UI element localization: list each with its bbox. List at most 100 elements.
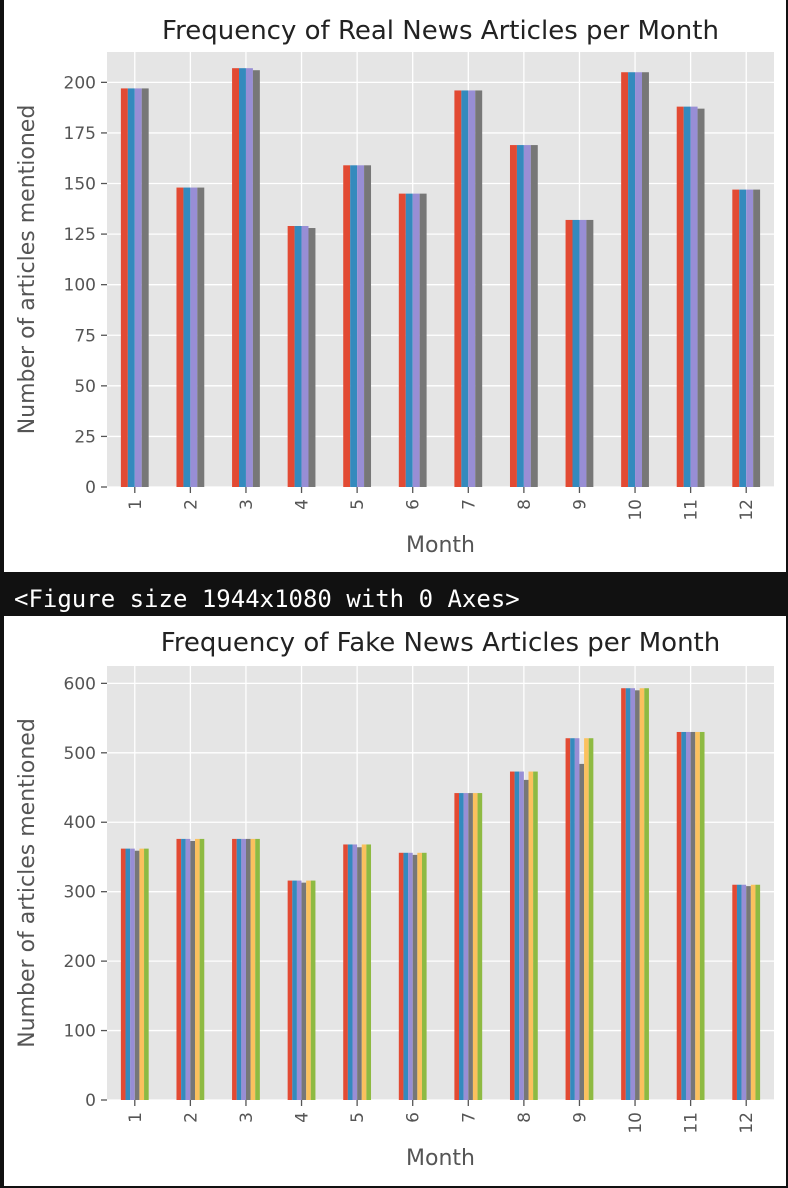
fake-bar bbox=[695, 731, 700, 1100]
fake-bar bbox=[190, 840, 196, 1100]
fake-bar bbox=[130, 848, 135, 1100]
fake-y-tick-label: 600 bbox=[64, 674, 96, 694]
fake-bar bbox=[398, 852, 404, 1100]
real-bar bbox=[419, 193, 427, 487]
fake-y-tick-label: 200 bbox=[64, 952, 96, 972]
real-x-tick-label: 9 bbox=[570, 499, 590, 510]
fake-bar bbox=[199, 838, 205, 1100]
fake-bar bbox=[352, 844, 358, 1100]
fake-bar bbox=[255, 838, 260, 1100]
fake-bar bbox=[699, 731, 705, 1100]
fake-bar bbox=[579, 763, 585, 1100]
real-x-tick-label: 12 bbox=[737, 499, 757, 521]
real-bar bbox=[739, 189, 747, 487]
fake-bar bbox=[459, 793, 464, 1100]
real-y-tick-label: 150 bbox=[64, 175, 96, 195]
real-bar bbox=[565, 219, 573, 487]
real-bar bbox=[245, 68, 253, 488]
real-bar bbox=[141, 88, 149, 487]
fake-x-tick-label: 1 bbox=[126, 1112, 146, 1123]
fake-bar bbox=[185, 838, 191, 1100]
fake-bar bbox=[176, 838, 182, 1100]
real-bar bbox=[197, 187, 205, 487]
fake-bar bbox=[292, 880, 297, 1100]
fake-bar bbox=[732, 884, 737, 1100]
real-y-tick-label: 100 bbox=[64, 276, 96, 296]
real-bar bbox=[120, 88, 128, 487]
fake-y-tick-label: 300 bbox=[64, 883, 96, 903]
real-chart-title: Frequency of Real News Articles per Mont… bbox=[162, 16, 719, 46]
real-x-tick-label: 5 bbox=[348, 499, 368, 510]
real-bar bbox=[405, 193, 413, 487]
real-bar bbox=[176, 187, 184, 487]
fake-bar bbox=[635, 690, 640, 1100]
real-bar bbox=[690, 106, 698, 488]
fake-bar bbox=[523, 779, 529, 1100]
real-bar bbox=[357, 165, 365, 488]
real-bar bbox=[523, 145, 531, 487]
fake-y-tick-label: 100 bbox=[64, 1022, 96, 1042]
fake-bar bbox=[750, 884, 756, 1100]
fake-bar bbox=[621, 688, 626, 1100]
fake-bar bbox=[412, 854, 418, 1100]
fake-x-tick-label: 4 bbox=[293, 1112, 313, 1123]
fake-x-axis-label: Month bbox=[406, 1146, 475, 1171]
fake-x-tick-label: 6 bbox=[404, 1112, 424, 1123]
real-y-tick-label: 200 bbox=[64, 73, 96, 93]
fake-x-tick-label: 5 bbox=[348, 1112, 368, 1123]
fake-x-tick-label: 2 bbox=[181, 1112, 201, 1123]
real-bar bbox=[746, 189, 754, 487]
real-bar bbox=[635, 72, 642, 488]
real-bar bbox=[364, 165, 372, 488]
fake-bar bbox=[584, 738, 589, 1100]
fake-bar bbox=[366, 844, 372, 1100]
fake-bar bbox=[195, 838, 200, 1100]
real-bar bbox=[398, 193, 406, 487]
real-bar bbox=[454, 90, 462, 487]
fake-bar bbox=[454, 793, 460, 1100]
fake-x-tick-label: 12 bbox=[737, 1112, 757, 1134]
fake-bar bbox=[477, 793, 483, 1100]
real-bar bbox=[294, 226, 302, 487]
fake-news-chart-panel: 0 100 200 300 400 500 600 1 2 3 4 5 6 7 8 9 10 11 12 Freque… bbox=[4, 616, 786, 1186]
fake-bar bbox=[514, 771, 520, 1100]
real-bar bbox=[412, 193, 420, 487]
fake-bar bbox=[139, 848, 145, 1100]
fake-plot-area bbox=[107, 666, 774, 1100]
real-y-tick-label: 50 bbox=[74, 377, 96, 397]
real-x-tick-label: 3 bbox=[237, 499, 257, 510]
fake-x-tick-label: 7 bbox=[459, 1112, 479, 1123]
real-x-tick-label: 4 bbox=[293, 499, 313, 510]
fake-bar bbox=[361, 844, 367, 1100]
real-y-tick-label: 125 bbox=[64, 225, 96, 245]
fake-bar bbox=[250, 838, 256, 1100]
real-x-axis-label: Month bbox=[406, 533, 475, 558]
fake-bar bbox=[343, 844, 348, 1100]
fake-bar bbox=[570, 738, 575, 1100]
real-bar bbox=[509, 145, 517, 487]
fake-bar bbox=[181, 838, 186, 1100]
real-y-tick-label: 0 bbox=[85, 478, 96, 498]
fake-bar bbox=[644, 688, 649, 1100]
fake-bar bbox=[630, 688, 636, 1100]
real-x-tick-label: 8 bbox=[515, 499, 535, 510]
fake-bar bbox=[625, 688, 631, 1100]
real-bar bbox=[572, 219, 580, 487]
real-bar bbox=[475, 90, 483, 487]
fake-bar bbox=[685, 731, 691, 1100]
fake-bar bbox=[509, 771, 515, 1100]
fake-y-tick-label: 0 bbox=[85, 1091, 96, 1111]
real-bar bbox=[134, 88, 142, 487]
fake-y-axis-label: Number of articles mentioned bbox=[15, 718, 40, 1048]
real-bar bbox=[621, 72, 629, 488]
fake-bar bbox=[565, 738, 571, 1100]
fake-bar bbox=[533, 771, 538, 1100]
fake-bar bbox=[134, 850, 140, 1100]
real-bar bbox=[239, 68, 246, 488]
fake-bar bbox=[755, 884, 761, 1100]
real-bar bbox=[530, 145, 538, 487]
fake-y-tick-label: 500 bbox=[64, 744, 96, 764]
real-x-tick-label: 6 bbox=[404, 499, 424, 510]
real-x-tick-label: 7 bbox=[459, 499, 479, 510]
